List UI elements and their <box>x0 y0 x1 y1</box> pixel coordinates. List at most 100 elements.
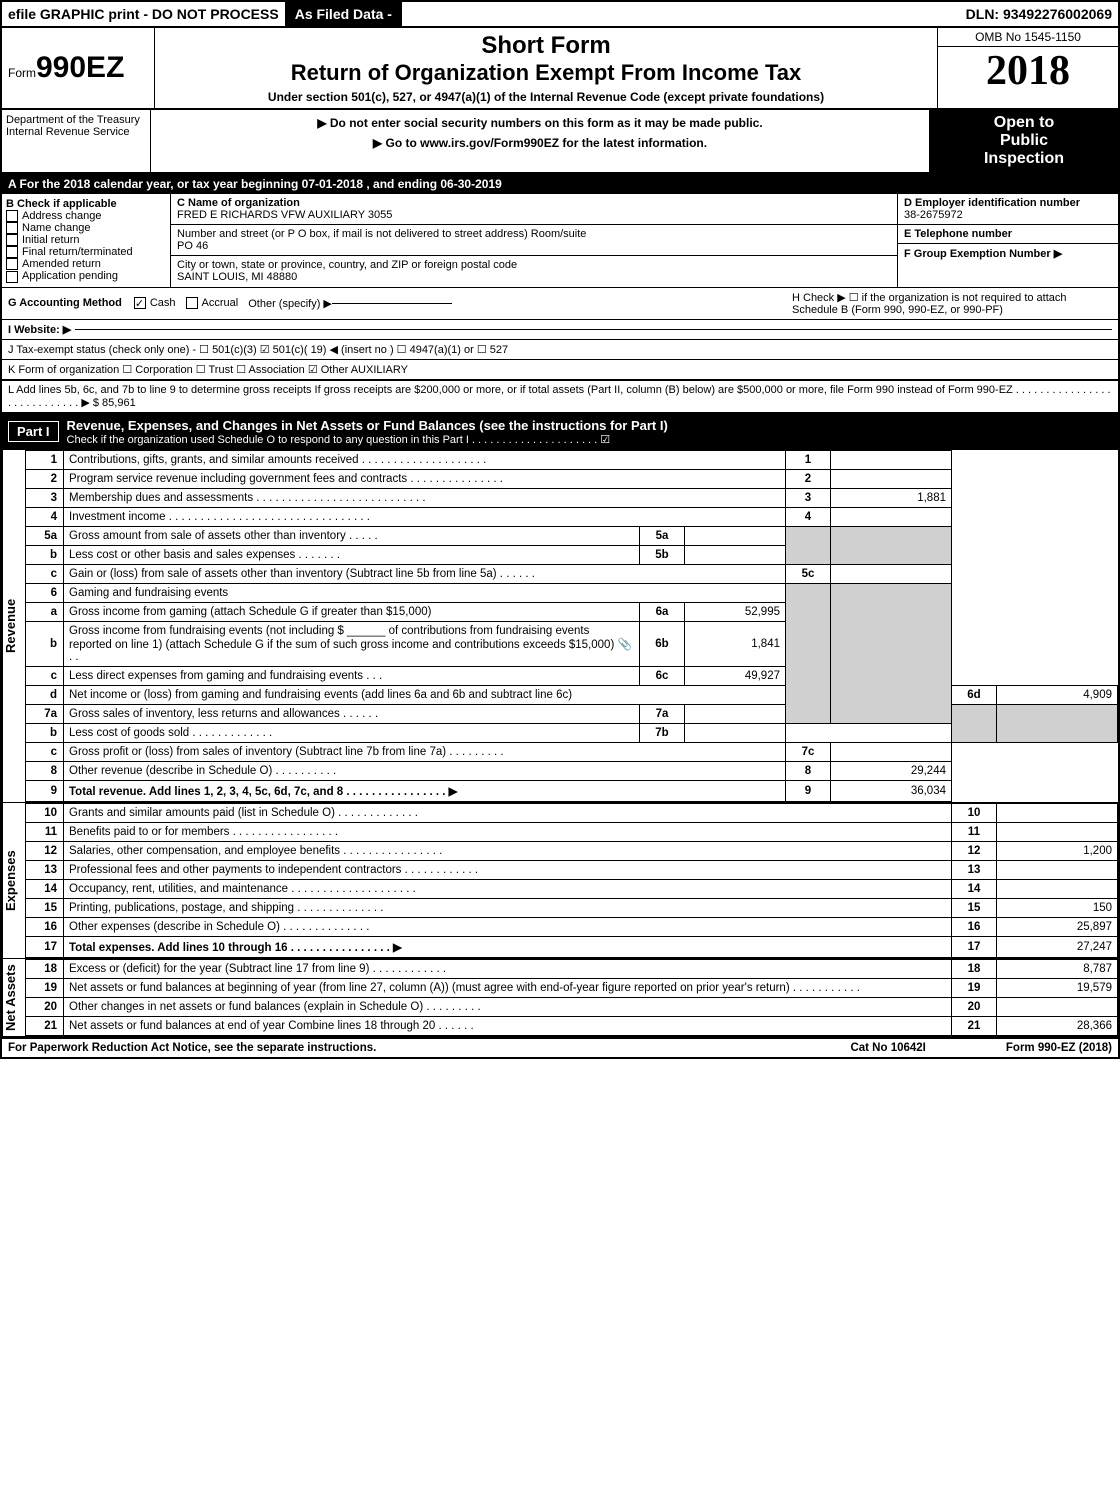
top-bar: efile GRAPHIC print - DO NOT PROCESS As … <box>2 2 1118 28</box>
check-accrual[interactable] <box>186 297 198 309</box>
check-pending[interactable]: Application pending <box>6 270 166 282</box>
l-text: L Add lines 5b, 6c, and 7b to line 9 to … <box>8 384 1112 409</box>
ein-block: D Employer identification number 38-2675… <box>898 194 1118 225</box>
line-12: 12Salaries, other compensation, and empl… <box>26 841 1118 860</box>
line-6b: bGross income from fundraising events (n… <box>26 621 1118 666</box>
header-row: Form990EZ Short Form Return of Organizat… <box>2 28 1118 110</box>
column-c: C Name of organization FRED E RICHARDS V… <box>171 194 897 287</box>
g-other: Other (specify) ▶ <box>248 297 332 310</box>
instruction-1: ▶ Do not enter social security numbers o… <box>157 116 923 130</box>
part1-title: Revenue, Expenses, and Changes in Net As… <box>67 418 1112 433</box>
line-6a: aGross income from gaming (attach Schedu… <box>26 602 1118 621</box>
check-final[interactable]: Final return/terminated <box>6 246 166 258</box>
k-text: K Form of organization ☐ Corporation ☐ T… <box>8 363 408 376</box>
tax-year: 2018 <box>938 47 1118 95</box>
check-cash[interactable] <box>134 297 146 309</box>
part1-label: Part I <box>8 421 59 442</box>
website-input[interactable] <box>75 329 1112 330</box>
subtitle: Under section 501(c), 527, or 4947(a)(1)… <box>161 90 931 104</box>
row-l: L Add lines 5b, 6c, and 7b to line 9 to … <box>2 381 1118 414</box>
line-7c: cGross profit or (loss) from sales of in… <box>26 742 1118 761</box>
row-g-h: G Accounting Method Cash Accrual Other (… <box>2 288 1118 320</box>
netassets-side-label: Net Assets <box>2 959 25 1036</box>
line-6: 6Gaming and fundraising events <box>26 583 1118 602</box>
phone-block: E Telephone number <box>898 225 1118 244</box>
instructions-cell: ▶ Do not enter social security numbers o… <box>151 110 929 172</box>
form-number: 990EZ <box>36 51 124 84</box>
filed-data-label: As Filed Data - <box>285 2 402 26</box>
check-address[interactable]: Address change <box>6 210 166 222</box>
line-2: 2Program service revenue including gover… <box>26 469 1118 488</box>
meta-grid: B Check if applicable Address change Nam… <box>2 194 1118 288</box>
line-9: 9Total revenue. Add lines 1, 2, 3, 4, 5c… <box>26 780 1118 801</box>
part1-sub: Check if the organization used Schedule … <box>67 433 1112 446</box>
line-11: 11Benefits paid to or for members . . . … <box>26 822 1118 841</box>
org-name: FRED E RICHARDS VFW AUXILIARY 3055 <box>177 209 891 221</box>
line-6d: dNet income or (loss) from gaming and fu… <box>26 685 1118 704</box>
check-name[interactable]: Name change <box>6 222 166 234</box>
line-14: 14Occupancy, rent, utilities, and mainte… <box>26 879 1118 898</box>
city-value: SAINT LOUIS, MI 48880 <box>177 271 891 283</box>
e-label: E Telephone number <box>904 228 1112 240</box>
line-5c: cGain or (loss) from sale of assets othe… <box>26 564 1118 583</box>
form-page: efile GRAPHIC print - DO NOT PROCESS As … <box>0 0 1120 1059</box>
netassets-table: 18Excess or (deficit) for the year (Subt… <box>25 959 1118 1036</box>
d-label: D Employer identification number <box>904 197 1112 209</box>
efile-label: efile GRAPHIC print - DO NOT PROCESS <box>2 2 285 26</box>
column-d: D Employer identification number 38-2675… <box>897 194 1118 287</box>
line-6c: cLess direct expenses from gaming and fu… <box>26 666 1118 685</box>
expenses-section: Expenses 10Grants and similar amounts pa… <box>2 803 1118 959</box>
expenses-side-label: Expenses <box>2 803 25 958</box>
inspection-2: Public <box>934 132 1114 150</box>
line-3: 3Membership dues and assessments . . . .… <box>26 488 1118 507</box>
line-21: 21Net assets or fund balances at end of … <box>26 1016 1118 1035</box>
addr-value: PO 46 <box>177 240 891 252</box>
line-15: 15Printing, publications, postage, and s… <box>26 898 1118 917</box>
line-19: 19Net assets or fund balances at beginni… <box>26 978 1118 997</box>
addr-label: Number and street (or P O box, if mail i… <box>177 228 891 240</box>
line-4: 4Investment income . . . . . . . . . . .… <box>26 507 1118 526</box>
revenue-table: 1Contributions, gifts, grants, and simil… <box>25 450 1118 802</box>
j-text: J Tax-exempt status (check only one) - ☐… <box>8 343 508 356</box>
line-5b: bLess cost or other basis and sales expe… <box>26 545 1118 564</box>
irs-label: Internal Revenue Service <box>6 126 146 138</box>
group-block: F Group Exemption Number ▶ <box>898 244 1118 263</box>
inspection-1: Open to <box>934 114 1114 132</box>
line-16: 16Other expenses (describe in Schedule O… <box>26 917 1118 936</box>
line-5a: 5aGross amount from sale of assets other… <box>26 526 1118 545</box>
revenue-section: Revenue 1Contributions, gifts, grants, a… <box>2 450 1118 803</box>
revenue-side-label: Revenue <box>2 450 25 802</box>
footer: For Paperwork Reduction Act Notice, see … <box>2 1038 1118 1057</box>
line-1: 1Contributions, gifts, grants, and simil… <box>26 450 1118 469</box>
column-b: B Check if applicable Address change Nam… <box>2 194 171 287</box>
b-title: B Check if applicable <box>6 198 166 210</box>
treasury-cell: Department of the Treasury Internal Reve… <box>2 110 151 172</box>
line-18: 18Excess or (deficit) for the year (Subt… <box>26 959 1118 978</box>
main-title: Return of Organization Exempt From Incom… <box>161 60 931 86</box>
form-number-cell: Form990EZ <box>2 28 155 108</box>
i-label: I Website: ▶ <box>8 323 71 336</box>
inspection-3: Inspection <box>934 150 1114 168</box>
line-20: 20Other changes in net assets or fund ba… <box>26 997 1118 1016</box>
omb-number: OMB No 1545-1150 <box>938 28 1118 47</box>
h-text: H Check ▶ ☐ if the organization is not r… <box>792 291 1112 316</box>
city-label: City or town, state or province, country… <box>177 259 891 271</box>
check-initial[interactable]: Initial return <box>6 234 166 246</box>
line-13: 13Professional fees and other payments t… <box>26 860 1118 879</box>
form-prefix: Form990EZ <box>8 51 148 85</box>
form-ref: Form 990-EZ (2018) <box>1006 1042 1112 1054</box>
row-k: K Form of organization ☐ Corporation ☐ T… <box>2 360 1118 381</box>
treasury-label: Department of the Treasury <box>6 114 146 126</box>
instruction-2[interactable]: ▶ Go to www.irs.gov/Form990EZ for the la… <box>373 136 707 150</box>
row-i: I Website: ▶ <box>2 320 1118 340</box>
other-input[interactable] <box>332 303 452 304</box>
line-10: 10Grants and similar amounts paid (list … <box>26 803 1118 822</box>
ein-value: 38-2675972 <box>904 209 1112 221</box>
row-j: J Tax-exempt status (check only one) - ☐… <box>2 340 1118 360</box>
inspection-cell: Open to Public Inspection <box>929 110 1118 172</box>
city-block: City or town, state or province, country… <box>171 256 897 286</box>
line-7a: 7aGross sales of inventory, less returns… <box>26 704 1118 723</box>
check-amended[interactable]: Amended return <box>6 258 166 270</box>
line-17: 17Total expenses. Add lines 10 through 1… <box>26 936 1118 957</box>
f-label: F Group Exemption Number ▶ <box>904 247 1112 260</box>
